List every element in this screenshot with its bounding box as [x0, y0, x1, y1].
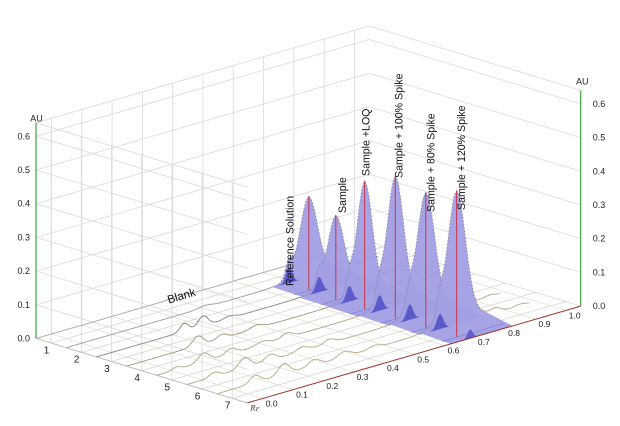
- svg-text:AU: AU: [30, 113, 43, 123]
- svg-text:0.6: 0.6: [593, 99, 606, 109]
- svg-text:0.1: 0.1: [296, 390, 308, 400]
- svg-text:Sample + 80% Spike: Sample + 80% Spike: [425, 113, 437, 212]
- svg-text:0.1: 0.1: [17, 300, 30, 310]
- svg-text:Sample + 120% Spike: Sample + 120% Spike: [456, 105, 468, 210]
- svg-text:1.0: 1.0: [569, 310, 581, 320]
- svg-text:3: 3: [104, 364, 110, 375]
- svg-text:Sample + 100% Spike: Sample + 100% Spike: [393, 73, 405, 178]
- svg-text:5: 5: [165, 382, 171, 393]
- svg-text:Sample: Sample: [337, 177, 349, 213]
- svg-text:0.2: 0.2: [17, 266, 30, 276]
- svg-text:4: 4: [134, 373, 140, 384]
- svg-text:0.8: 0.8: [508, 328, 520, 338]
- svg-text:0.4: 0.4: [17, 199, 30, 209]
- svg-text:0.1: 0.1: [593, 267, 606, 277]
- svg-text:0.4: 0.4: [593, 166, 606, 176]
- svg-text:0.2: 0.2: [593, 234, 606, 244]
- svg-text:0.2: 0.2: [326, 381, 338, 391]
- svg-text:0.0: 0.0: [593, 301, 606, 311]
- svg-text:0.5: 0.5: [17, 165, 30, 175]
- svg-text:0.7: 0.7: [478, 337, 490, 347]
- svg-text:0.3: 0.3: [357, 372, 369, 382]
- svg-text:RF: RF: [249, 402, 260, 413]
- svg-text:0.6: 0.6: [448, 346, 460, 356]
- svg-text:0.0: 0.0: [17, 334, 30, 344]
- svg-text:0.4: 0.4: [387, 363, 399, 373]
- svg-text:Reference Solution: Reference Solution: [284, 196, 296, 286]
- svg-text:0.0: 0.0: [266, 398, 278, 408]
- svg-text:Sample +LOQ: Sample +LOQ: [361, 109, 373, 176]
- svg-text:1: 1: [44, 346, 50, 357]
- svg-text:2: 2: [74, 355, 80, 366]
- svg-text:6: 6: [195, 392, 201, 403]
- svg-text:7: 7: [225, 401, 231, 412]
- svg-text:0.9: 0.9: [538, 319, 550, 329]
- svg-text:AU: AU: [576, 76, 589, 86]
- svg-text:0.3: 0.3: [17, 232, 30, 242]
- svg-text:0.5: 0.5: [593, 133, 606, 143]
- svg-text:0.6: 0.6: [17, 131, 30, 141]
- svg-text:0.5: 0.5: [417, 354, 429, 364]
- svg-text:0.3: 0.3: [593, 200, 606, 210]
